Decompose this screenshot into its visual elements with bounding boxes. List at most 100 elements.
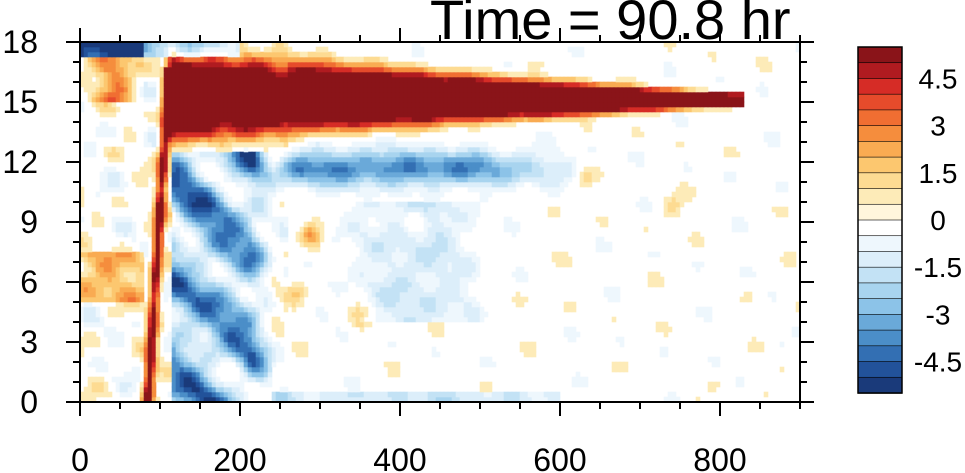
heatmap-cell bbox=[159, 196, 165, 203]
heatmap-cell bbox=[167, 391, 173, 398]
heatmap-cell bbox=[463, 121, 469, 128]
heatmap-cell bbox=[315, 131, 321, 138]
heatmap-cell bbox=[327, 171, 333, 178]
heatmap-cell bbox=[351, 276, 357, 283]
heatmap-cell bbox=[303, 236, 309, 243]
heatmap-cell bbox=[335, 331, 341, 338]
heatmap-cell bbox=[559, 256, 565, 263]
heatmap-cell bbox=[191, 216, 197, 223]
heatmap-cell bbox=[399, 311, 405, 318]
heatmap-cell bbox=[251, 131, 257, 138]
heatmap-cell bbox=[219, 221, 225, 228]
heatmap-cell bbox=[231, 326, 237, 333]
heatmap-cell bbox=[207, 141, 213, 148]
heatmap-cell bbox=[447, 291, 453, 298]
heatmap-cell bbox=[455, 276, 461, 283]
heatmap-cell bbox=[87, 276, 93, 283]
heatmap-cell bbox=[115, 201, 121, 208]
heatmap-cell bbox=[671, 116, 677, 123]
heatmap-cell bbox=[123, 271, 129, 278]
heatmap-cell bbox=[283, 171, 289, 178]
heatmap-cell bbox=[375, 256, 381, 263]
heatmap-cell bbox=[171, 281, 177, 288]
heatmap-cell bbox=[739, 381, 745, 388]
heatmap-cell bbox=[479, 161, 485, 168]
heatmap-cell bbox=[299, 181, 305, 188]
heatmap-cell bbox=[267, 166, 273, 173]
heatmap-cell bbox=[255, 281, 261, 288]
heatmap-cell bbox=[359, 181, 365, 188]
heatmap-cell bbox=[643, 106, 649, 113]
heatmap-cell bbox=[591, 96, 597, 103]
heatmap-cell bbox=[235, 326, 241, 333]
heatmap-cell bbox=[399, 106, 405, 113]
heatmap-cell bbox=[143, 161, 149, 168]
heatmap-cell bbox=[487, 111, 493, 118]
heatmap-cell bbox=[387, 151, 393, 158]
heatmap-cell bbox=[335, 176, 341, 183]
heatmap-cell bbox=[103, 96, 109, 103]
heatmap-cell bbox=[371, 141, 377, 148]
heatmap-cell bbox=[475, 146, 481, 153]
heatmap-cell bbox=[503, 171, 509, 178]
heatmap-cell bbox=[455, 291, 461, 298]
heatmap-cell bbox=[247, 371, 253, 378]
heatmap-cell bbox=[507, 151, 513, 158]
heatmap-cell bbox=[359, 231, 365, 238]
heatmap-cell bbox=[347, 181, 353, 188]
heatmap-cell bbox=[195, 196, 201, 203]
heatmap-cell bbox=[227, 136, 233, 143]
heatmap-cell bbox=[215, 291, 221, 298]
heatmap-cell bbox=[451, 96, 457, 103]
heatmap-cell bbox=[599, 106, 605, 113]
heatmap-cell bbox=[235, 386, 241, 393]
heatmap-cell bbox=[235, 206, 241, 213]
heatmap-cell bbox=[263, 126, 269, 133]
heatmap-cell bbox=[155, 216, 161, 223]
heatmap-cell bbox=[191, 281, 197, 288]
heatmap-cell bbox=[259, 266, 265, 273]
heatmap-cell bbox=[323, 166, 329, 173]
heatmap-cell bbox=[91, 291, 97, 298]
heatmap-cell bbox=[507, 181, 513, 188]
heatmap-cell bbox=[551, 136, 557, 143]
heatmap-cell bbox=[383, 296, 389, 303]
heatmap-cell bbox=[699, 236, 705, 243]
heatmap-cell bbox=[263, 121, 269, 128]
heatmap-cell bbox=[371, 206, 377, 213]
heatmap-cell bbox=[223, 326, 229, 333]
heatmap-cell bbox=[235, 226, 241, 233]
heatmap-cell bbox=[675, 106, 681, 113]
heatmap-cell bbox=[343, 156, 349, 163]
heatmap-cell bbox=[107, 276, 113, 283]
heatmap-cell bbox=[247, 156, 253, 163]
heatmap-cell bbox=[387, 276, 393, 283]
heatmap-cell bbox=[247, 181, 253, 188]
heatmap-cell bbox=[367, 206, 373, 213]
heatmap-cell bbox=[339, 281, 345, 288]
heatmap-cell bbox=[151, 221, 157, 228]
heatmap-cell bbox=[187, 356, 193, 363]
heatmap-cell bbox=[363, 146, 369, 153]
heatmap-cell bbox=[83, 251, 89, 258]
heatmap-cell bbox=[363, 236, 369, 243]
heatmap-cell bbox=[499, 121, 505, 128]
heatmap-cell bbox=[439, 101, 445, 108]
heatmap-cell bbox=[355, 381, 361, 388]
heatmap-cell bbox=[163, 211, 169, 218]
heatmap-cell bbox=[211, 131, 217, 138]
heatmap-cell bbox=[423, 186, 429, 193]
heatmap-cell bbox=[603, 96, 609, 103]
heatmap-cell bbox=[587, 106, 593, 113]
heatmap-cell bbox=[227, 131, 233, 138]
heatmap-cell bbox=[371, 151, 377, 158]
heatmap-cell bbox=[579, 176, 585, 183]
heatmap-cell bbox=[431, 231, 437, 238]
heatmap-cell bbox=[263, 216, 269, 223]
heatmap-cell bbox=[211, 371, 217, 378]
heatmap-cell bbox=[651, 101, 657, 108]
heatmap-cell bbox=[175, 126, 181, 133]
heatmap-cell bbox=[187, 386, 193, 393]
heatmap-cell bbox=[347, 116, 353, 123]
heatmap-cell bbox=[683, 161, 689, 168]
